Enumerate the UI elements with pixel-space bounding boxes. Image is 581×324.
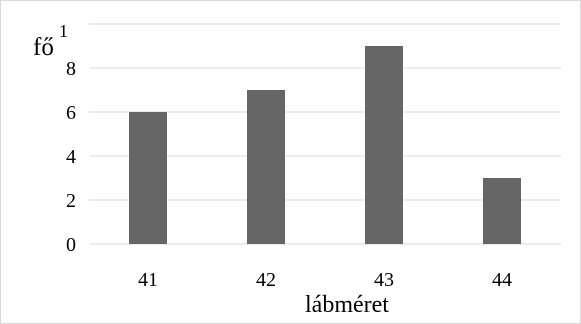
x-axis-title: lábméret [305,292,389,318]
x-tick-label: 43 [374,269,394,291]
bar-44 [483,178,521,244]
x-tick-label: 44 [492,269,512,291]
bar-42 [247,90,285,244]
y-axis-ticks: 0 2 4 6 8 1 [59,21,76,256]
bar-41 [129,112,167,244]
y-axis-title: fő [33,34,54,61]
y-tick-label: 0 [66,234,76,256]
y-tick-label: 1 [59,21,68,41]
x-tick-label: 41 [138,269,158,291]
y-tick-label: 6 [66,102,76,124]
bar-43 [365,46,403,244]
x-axis-ticks: 41 42 43 44 [138,269,512,291]
y-tick-label: 8 [66,58,76,80]
bars [129,46,521,244]
x-tick-label: 42 [256,269,276,291]
y-tick-label: 4 [66,146,76,168]
y-tick-label: 2 [66,190,76,212]
gridlines [89,23,561,245]
